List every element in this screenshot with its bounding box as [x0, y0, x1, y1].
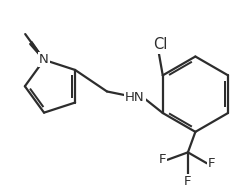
Text: F: F	[208, 157, 216, 170]
Text: Cl: Cl	[153, 37, 167, 52]
Text: HN: HN	[125, 91, 145, 104]
Text: methyl: methyl	[28, 35, 33, 36]
Text: N: N	[39, 53, 49, 66]
Text: F: F	[159, 153, 166, 166]
Text: F: F	[184, 175, 192, 188]
